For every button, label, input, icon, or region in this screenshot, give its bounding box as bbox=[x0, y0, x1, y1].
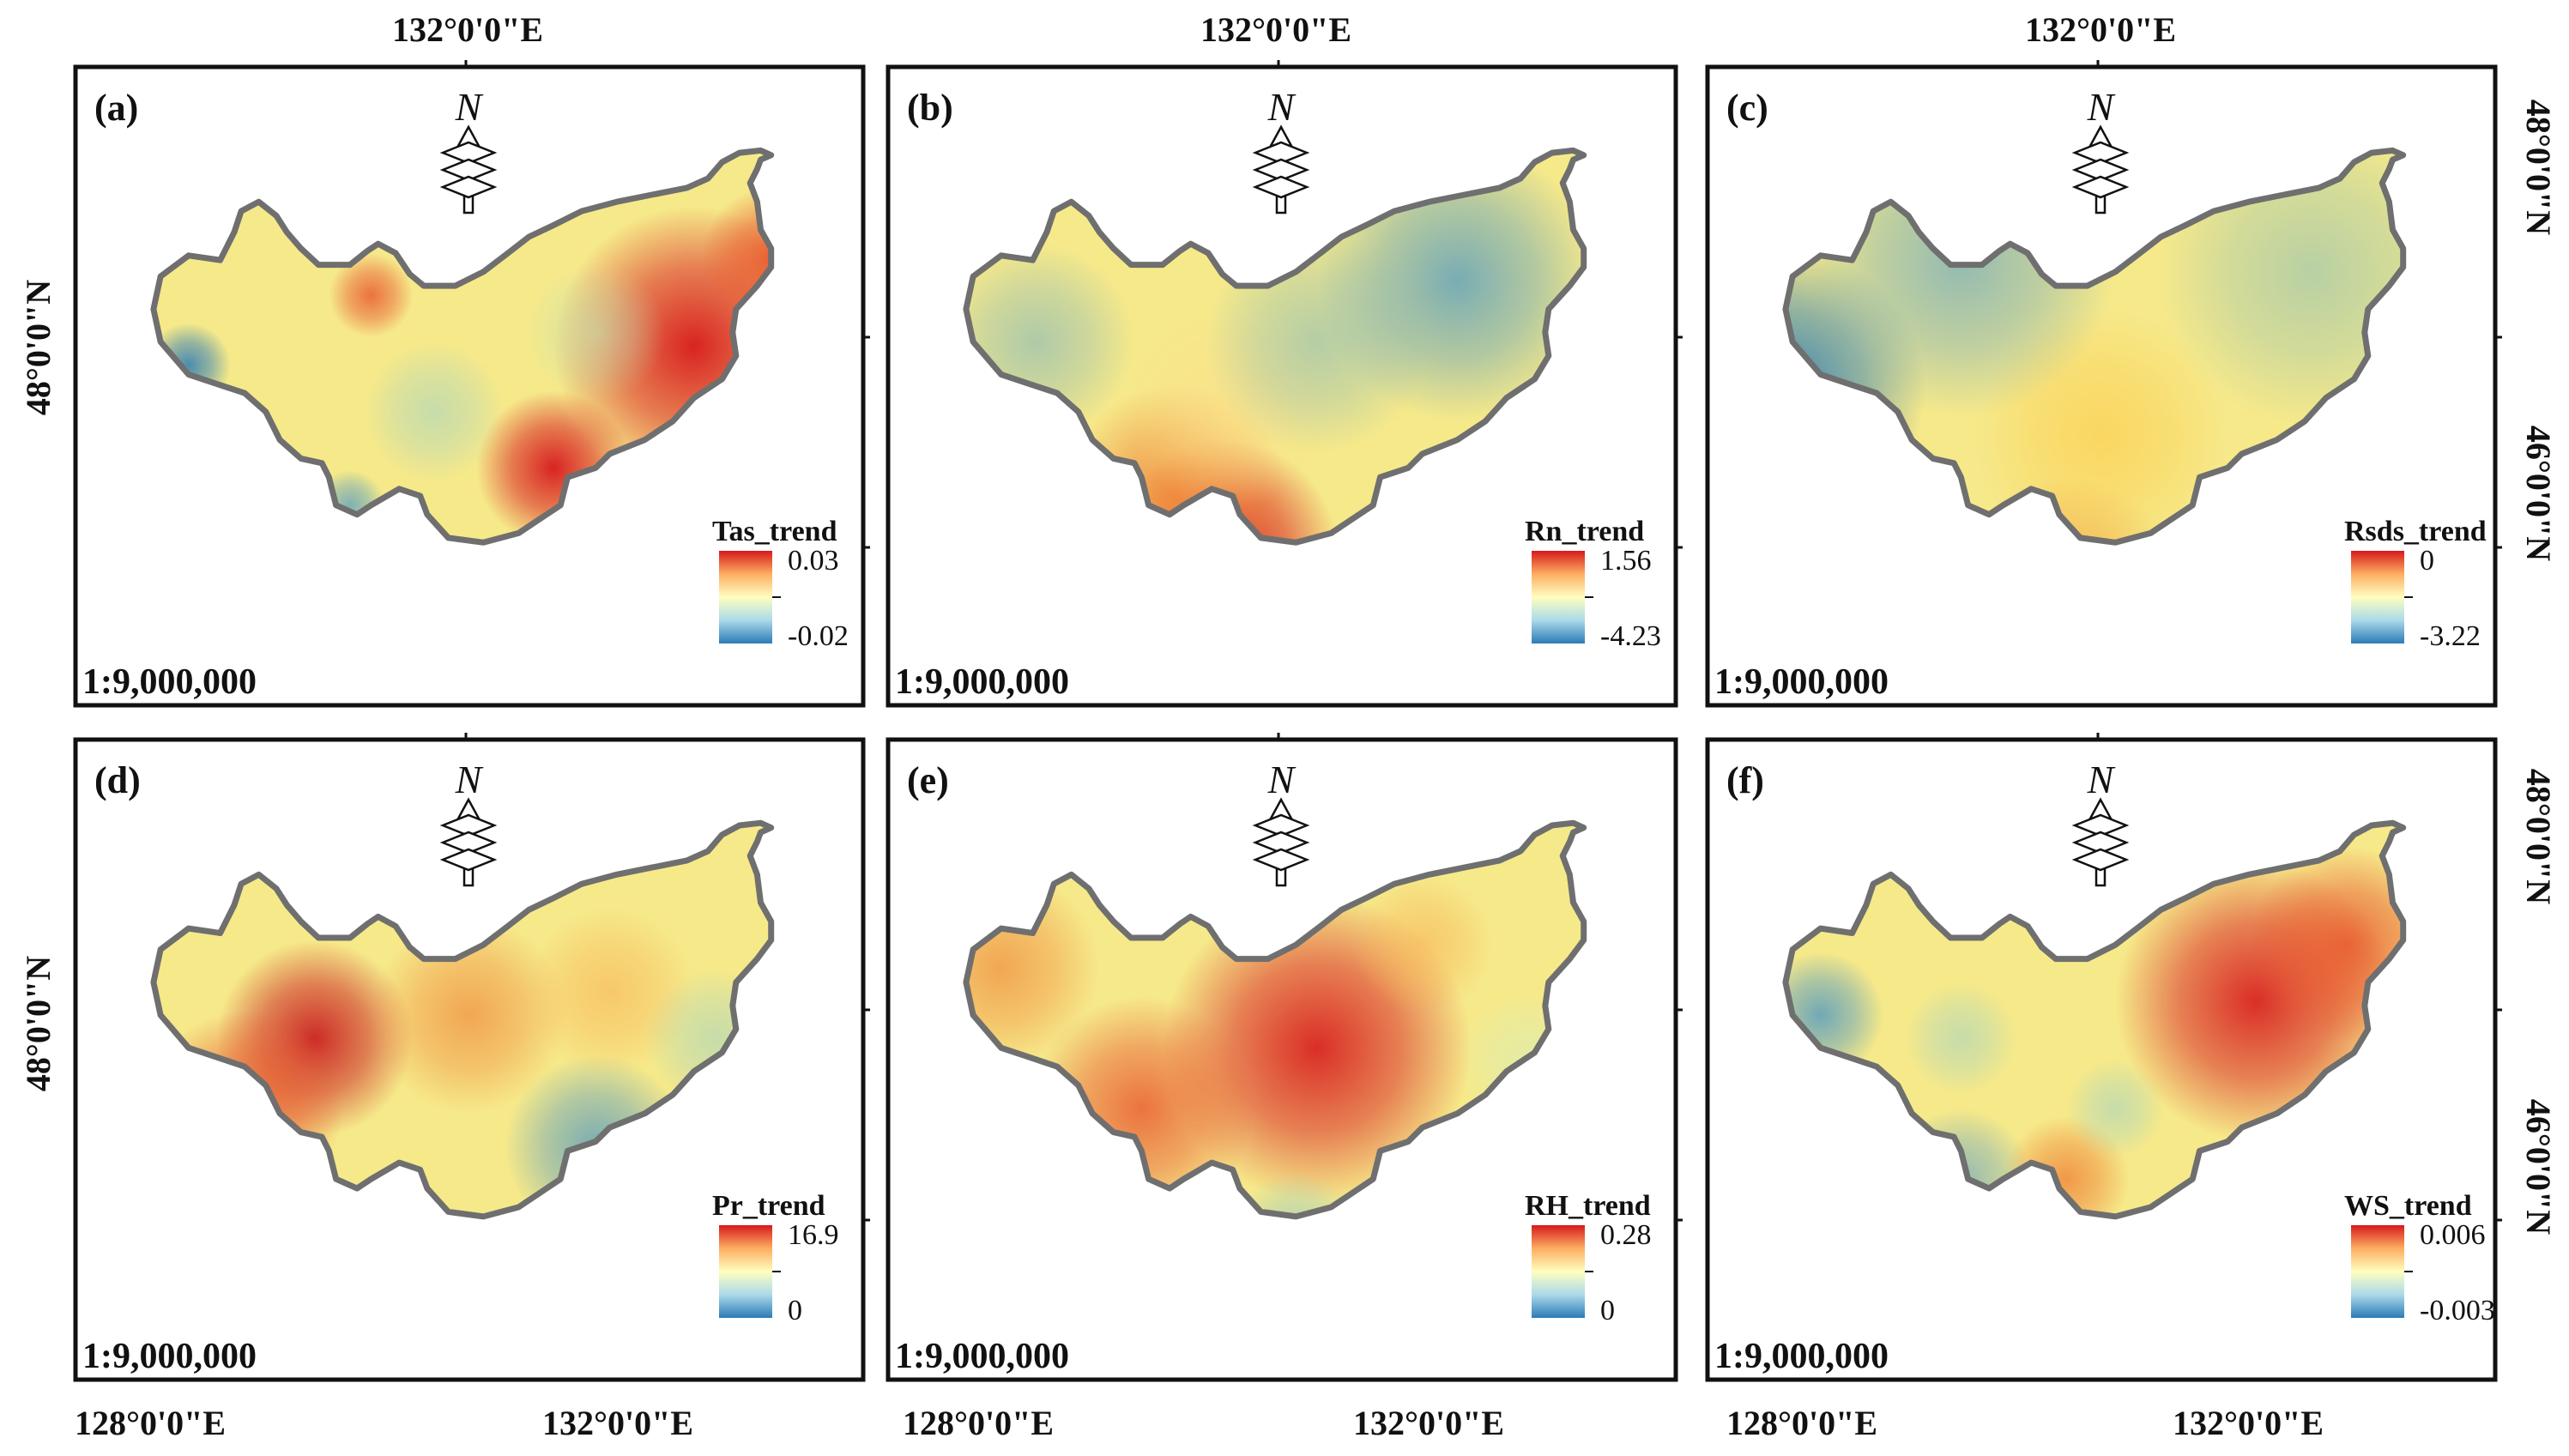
bottom-lon-east-3: 132°0'0"E bbox=[2173, 1404, 2324, 1442]
right-lat-south-2: 46°0'0"N bbox=[2519, 1099, 2558, 1235]
legend-colorbar bbox=[2351, 1225, 2404, 1318]
legend-title: Rsds_trend bbox=[2344, 516, 2487, 547]
legend-colorbar bbox=[1532, 551, 1585, 643]
north-arrow-icon: N bbox=[2071, 758, 2130, 887]
legend-max: 0 bbox=[2420, 545, 2434, 577]
north-arrow-letter: N bbox=[2087, 758, 2116, 801]
panel-tag: (d) bbox=[94, 759, 141, 801]
legend-min: 0 bbox=[1600, 1295, 1615, 1326]
basin-outline bbox=[1782, 819, 2407, 1220]
north-arrow-icon: N bbox=[439, 758, 498, 887]
scale-label: 1:9,000,000 bbox=[1714, 1337, 1889, 1376]
trend-hotspot bbox=[1232, 1172, 1359, 1217]
basin-outline bbox=[963, 819, 1587, 1220]
panel-tag: (e) bbox=[907, 759, 949, 801]
legend-max: 0.28 bbox=[1600, 1219, 1652, 1251]
legend-min: 0 bbox=[788, 1295, 802, 1326]
trend-hotspot bbox=[1351, 874, 1493, 1015]
scale-label: 1:9,000,000 bbox=[895, 1337, 1069, 1376]
north-arrow-icon: N bbox=[1252, 85, 1310, 214]
legend-max: 0.006 bbox=[2420, 1219, 2486, 1251]
legend-colorbar bbox=[1532, 1225, 1585, 1318]
top-lon-label-3: 132°0'0"E bbox=[2025, 10, 2176, 49]
top-lon-label-2: 132°0'0"E bbox=[1200, 10, 1351, 49]
basin-outline bbox=[150, 147, 775, 546]
trend-hotspot bbox=[371, 916, 568, 1114]
north-arrow-letter: N bbox=[2087, 85, 2116, 129]
legend-title: WS_trend bbox=[2344, 1190, 2472, 1222]
scale-label: 1:9,000,000 bbox=[82, 1337, 257, 1376]
trend-hotspot bbox=[329, 252, 414, 338]
trend-hotspot bbox=[364, 341, 505, 482]
left-lat-label-1: 48°0'0"N bbox=[19, 280, 57, 415]
legend-max: 16.9 bbox=[788, 1219, 839, 1251]
legend-max: 0.03 bbox=[788, 545, 839, 577]
basin-outline bbox=[963, 147, 1587, 546]
legend-min: -0.02 bbox=[788, 620, 849, 652]
legend-title: RH_trend bbox=[1525, 1190, 1651, 1222]
right-lat-north-2: 48°0'0"N bbox=[2519, 769, 2558, 904]
right-lat-south-1: 46°0'0"N bbox=[2519, 426, 2558, 561]
legend-title: Rn_trend bbox=[1525, 516, 1644, 547]
north-arrow-icon: N bbox=[2071, 85, 2130, 214]
trend-hotspot bbox=[525, 262, 667, 403]
north-arrow-letter: N bbox=[455, 85, 484, 129]
legend-title: Tas_trend bbox=[712, 516, 837, 547]
trend-hotspot bbox=[965, 869, 1100, 1067]
trend-hotspot bbox=[1904, 982, 2017, 1095]
north-arrow-icon: N bbox=[439, 85, 498, 214]
bottom-lon-west-1: 128°0'0"E bbox=[75, 1404, 226, 1442]
trend-hotspot bbox=[700, 187, 771, 329]
left-lat-label-2: 48°0'0"N bbox=[19, 956, 57, 1091]
scale-label: 1:9,000,000 bbox=[82, 662, 257, 702]
legend-max: 1.56 bbox=[1600, 545, 1652, 577]
trend-hotspot bbox=[2066, 1060, 2165, 1158]
bottom-lon-west-3: 128°0'0"E bbox=[1726, 1404, 1877, 1442]
basin-outline bbox=[150, 819, 775, 1220]
scale-label: 1:9,000,000 bbox=[895, 662, 1069, 702]
legend-min: -0.003 bbox=[2420, 1295, 2495, 1326]
legend-title: Pr_trend bbox=[712, 1190, 825, 1222]
legend-colorbar bbox=[2351, 551, 2404, 643]
panel-tag: (b) bbox=[907, 87, 953, 129]
top-lon-label-1: 132°0'0"E bbox=[392, 10, 543, 49]
bottom-lon-east-1: 132°0'0"E bbox=[542, 1404, 693, 1442]
north-arrow-icon: N bbox=[1252, 758, 1310, 887]
legend-min: -3.22 bbox=[2420, 620, 2481, 652]
north-arrow-letter: N bbox=[1267, 85, 1297, 129]
basin-outline bbox=[1782, 147, 2407, 546]
bottom-lon-east-2: 132°0'0"E bbox=[1353, 1404, 1504, 1442]
bottom-lon-west-2: 128°0'0"E bbox=[903, 1404, 1054, 1442]
panel-tag: (a) bbox=[94, 87, 138, 129]
north-arrow-letter: N bbox=[455, 758, 484, 801]
right-lat-north-1: 48°0'0"N bbox=[2519, 100, 2558, 235]
panel-tag: (c) bbox=[1726, 87, 1768, 129]
panel-tag: (f) bbox=[1726, 759, 1764, 801]
legend-colorbar bbox=[719, 1225, 772, 1318]
north-arrow-letter: N bbox=[1267, 758, 1297, 801]
scale-label: 1:9,000,000 bbox=[1714, 662, 1889, 702]
legend-colorbar bbox=[719, 551, 772, 643]
legend-min: -4.23 bbox=[1600, 620, 1661, 652]
